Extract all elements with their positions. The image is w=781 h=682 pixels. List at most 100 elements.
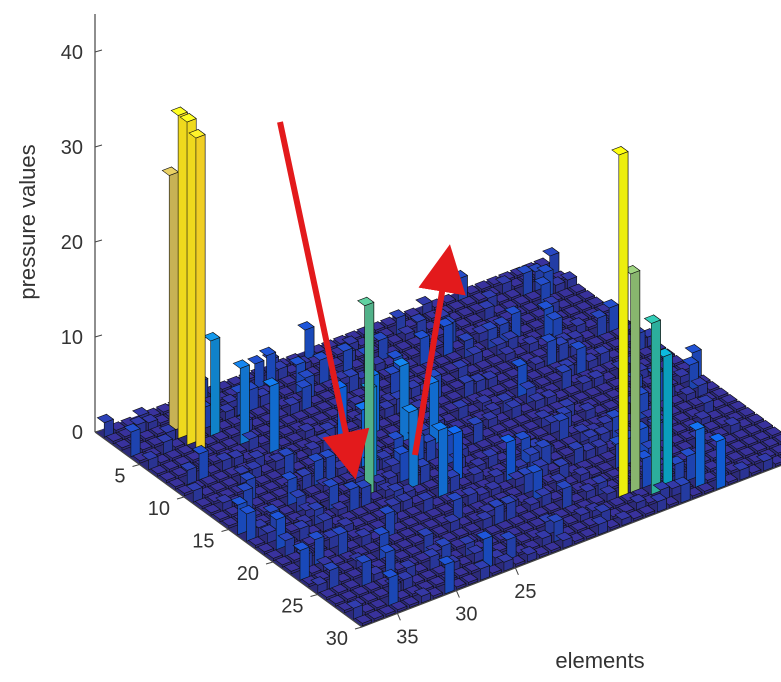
bar-r29-c22 — [534, 529, 553, 547]
bar-r22-c21 — [484, 480, 502, 497]
bar-r21-c26 — [416, 491, 434, 514]
bar-r2-c8 — [459, 295, 477, 308]
bar-r19-c35 — [292, 519, 310, 542]
bar-r11-c36 — [209, 481, 227, 494]
z-tick-mark — [94, 239, 103, 243]
bar-r3-c24 — [279, 374, 298, 388]
bar-r2-c26 — [247, 354, 265, 390]
bar-r25-c23 — [487, 498, 505, 526]
bar-r1-c21 — [297, 320, 315, 361]
bar-r26-c21 — [519, 510, 538, 523]
bar-r17-c38 — [239, 504, 257, 542]
bar-r3-c34 — [161, 166, 180, 433]
bar-r22-c1 — [720, 393, 738, 406]
bar-r11-c38 — [185, 481, 204, 503]
bar-r24-c35 — [336, 561, 355, 574]
bar-r13-c37 — [215, 493, 233, 512]
bar-r6-c34 — [188, 128, 206, 453]
bar-r30-c38 — [354, 614, 373, 627]
bar-r24-c30 — [395, 538, 414, 551]
bar-r4-c5 — [512, 295, 531, 308]
bar-r29-c9 — [688, 421, 706, 488]
bar-r27-c15 — [599, 485, 617, 503]
bar-r7-c2 — [574, 300, 593, 313]
bar-r4-c38 — [123, 422, 141, 458]
axes-group: 0 10 20 30 40 5 10 15 20 25 30 25 30 35 — [61, 14, 781, 650]
bar-r28-c5 — [726, 451, 744, 464]
bar-r25-c1 — [746, 413, 765, 426]
bar-r11-c35 — [221, 477, 239, 490]
bar-r26-c2 — [743, 424, 762, 437]
bar-r2-c36 — [129, 415, 147, 436]
z-tick-mark — [94, 49, 103, 53]
bar-r1-c11 — [415, 295, 433, 315]
bar-r18-c31 — [330, 500, 348, 517]
bar-r12-c9 — [536, 365, 555, 378]
bar-r12-c13 — [489, 383, 507, 396]
bar-r7-c31 — [232, 359, 251, 445]
bar-r5-c2 — [557, 287, 575, 300]
bar-r12-c10 — [524, 369, 543, 382]
bar-r9-c30 — [262, 377, 280, 454]
bar-r28-c12 — [643, 314, 662, 495]
bar-r7-c3 — [563, 305, 581, 318]
bar-r27-c3 — [741, 435, 759, 448]
bar-r4-c9 — [465, 313, 483, 326]
bar-r1-c6 — [474, 280, 492, 293]
bar-r17-c18 — [475, 438, 493, 451]
bar-r20-c10 — [596, 414, 614, 434]
col-tick-label: 35 — [396, 626, 418, 648]
bar-r8-c31 — [241, 430, 259, 452]
bar-r30-c11 — [673, 476, 691, 504]
bar-r25-c37 — [322, 561, 340, 590]
bar-r7-c1 — [586, 296, 605, 309]
bar-r21-c4 — [675, 400, 694, 414]
bar-r13-c17 — [451, 399, 469, 421]
bar-r20-c24 — [430, 421, 449, 498]
bar-r26-c38 — [319, 588, 337, 601]
bar-r30-c21 — [555, 531, 573, 549]
bar-r22-c14 — [566, 440, 585, 466]
bar-r6-c15 — [412, 329, 430, 366]
bar-r25-c30 — [404, 545, 423, 558]
bar-r10-c3 — [589, 309, 608, 337]
bar-r30-c16 — [614, 510, 632, 527]
bar-r18-c8 — [601, 399, 620, 412]
bar-r12-c12 — [501, 378, 519, 391]
bar-r24-c1 — [737, 406, 756, 419]
bar-r6-c1 — [577, 289, 596, 302]
bar-r18-c37 — [259, 524, 278, 544]
bar-r3-c5 — [503, 288, 522, 301]
bar-r29-c19 — [570, 521, 588, 534]
bar-r26-c3 — [732, 428, 750, 441]
bar-r29-c17 — [593, 503, 612, 525]
z-tick-mark — [94, 429, 103, 433]
bar-r29-c35 — [381, 568, 399, 607]
bar-r25-c19 — [534, 487, 552, 508]
bar-r7-c25 — [303, 405, 321, 418]
bar-r28-c23 — [513, 532, 532, 545]
row-tick-mark — [354, 626, 363, 630]
bar-r6-c25 — [294, 378, 312, 412]
bar-r27-c36 — [351, 585, 370, 598]
bar-r19-c22 — [445, 424, 464, 482]
bar-r6-c31 — [223, 426, 242, 439]
bar-r3-c9 — [456, 306, 475, 319]
bar-r19-c38 — [256, 542, 275, 555]
bar-r26-c37 — [330, 583, 349, 596]
bar-r9-c11 — [486, 354, 504, 367]
bar-r26-c18 — [555, 479, 573, 510]
bar-r13-c9 — [545, 371, 564, 384]
bar-r3-c15 — [385, 334, 404, 347]
bar-r11-c15 — [457, 374, 475, 399]
bar-r14-c30 — [306, 452, 325, 486]
bar-r10-c36 — [200, 475, 218, 488]
bar-r5-c15 — [403, 347, 422, 360]
bar-r14-c38 — [212, 510, 230, 523]
bar-r30-c26 — [496, 553, 514, 572]
bar-r30-c9 — [696, 482, 715, 495]
bar-r9-c38 — [167, 477, 186, 490]
bar-r2-c9 — [447, 300, 466, 313]
bar-r19-c29 — [363, 501, 381, 514]
